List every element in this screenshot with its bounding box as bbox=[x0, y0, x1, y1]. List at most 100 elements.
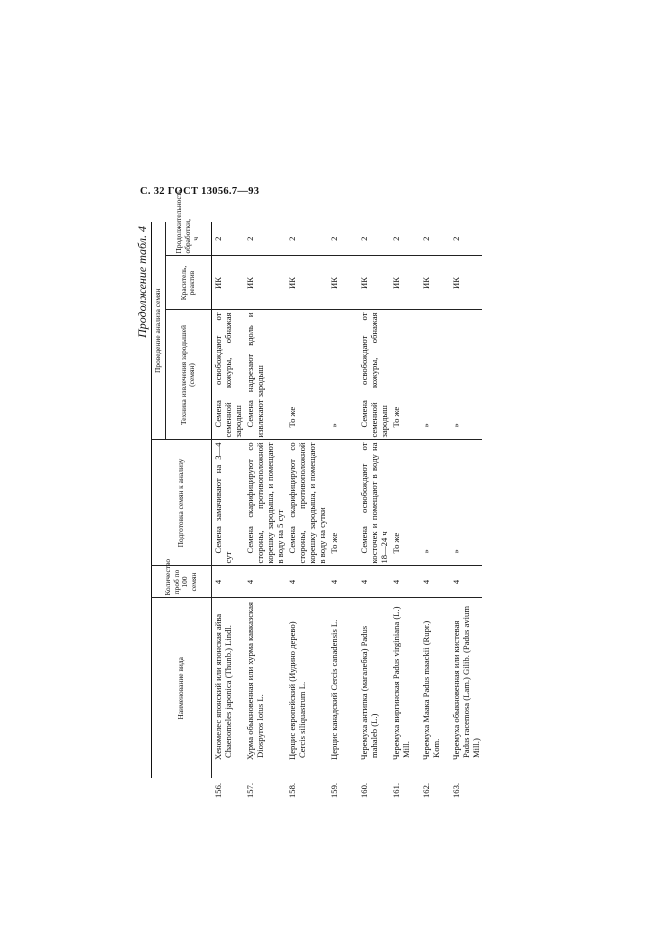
treatment-duration: 2 bbox=[286, 236, 297, 241]
extraction-technique: » bbox=[420, 423, 431, 428]
cell-dye: ИК bbox=[285, 256, 328, 310]
cell-count: 4 bbox=[419, 566, 450, 598]
cell-name: 160. Черемуха антипка (магалебка) Padus m… bbox=[357, 598, 390, 798]
cell-name: 159. Церцис канадский Cercis canadensis L… bbox=[327, 598, 358, 798]
page-header: С. 32 ГОСТ 13056.7—93 bbox=[140, 186, 260, 197]
header-tech: Техника извлечения зародышей (семян) bbox=[165, 310, 211, 440]
table-row: 158. Церцис европейский (Иудино дерево) C… bbox=[285, 221, 328, 798]
sample-count: 4 bbox=[358, 579, 369, 585]
table-row: 159. Церцис канадский Cercis canadensis L… bbox=[327, 221, 358, 798]
seed-preparation: Семена замачивают на 3—4 сут bbox=[212, 442, 233, 564]
seed-preparation: Семена скарифицируют со стороны, противо… bbox=[244, 442, 285, 564]
sample-count: 4 bbox=[328, 579, 339, 585]
cell-name: 161. Черемуха виргинская Padus virginiana… bbox=[389, 598, 420, 798]
sample-count: 4 bbox=[420, 579, 431, 585]
cell-tech: » bbox=[449, 310, 482, 440]
cell-duration: 2 bbox=[389, 221, 420, 256]
cell-name: 157. Хурма обыкновенная или хурма кавказс… bbox=[243, 598, 286, 798]
extraction-technique: » bbox=[328, 423, 339, 428]
extraction-technique: » bbox=[450, 423, 461, 428]
dye-reagent: ИК bbox=[450, 277, 461, 289]
treatment-duration: 2 bbox=[328, 236, 339, 241]
species-name: Черемуха виргинская Padus virginiana (L.… bbox=[390, 606, 411, 760]
species-name: Черемуха обыкновенная или кистевая Padus… bbox=[450, 605, 481, 760]
cell-tech: » bbox=[327, 310, 358, 440]
seed-preparation: То же bbox=[328, 532, 339, 554]
cell-prep: То же bbox=[327, 440, 358, 566]
header-duration: Продолжительность обработки, ч bbox=[165, 190, 211, 256]
cell-duration: 2 bbox=[243, 221, 286, 256]
table-row: 160. Черемуха антипка (магалебка) Padus m… bbox=[357, 221, 390, 798]
cell-duration: 2 bbox=[285, 221, 328, 256]
table-row: 156. Хеномелес японский или японская айва… bbox=[211, 221, 244, 798]
cell-dye: ИК bbox=[243, 256, 286, 310]
sample-count: 4 bbox=[450, 579, 461, 585]
cell-tech: То же bbox=[285, 310, 328, 440]
row-number: 157. bbox=[244, 782, 255, 798]
cell-tech: То же bbox=[389, 310, 420, 440]
row-number: 163. bbox=[450, 782, 461, 798]
cell-duration: 2 bbox=[449, 221, 482, 256]
species-name: Церцис канадский Cercis canadensis L. bbox=[328, 619, 339, 760]
cell-dye: ИК bbox=[327, 256, 358, 310]
cell-dye: ИК bbox=[449, 256, 482, 310]
treatment-duration: 2 bbox=[390, 236, 401, 241]
sample-count: 4 bbox=[212, 579, 223, 585]
row-number: 160. bbox=[358, 782, 369, 798]
cell-name: 163. Черемуха обыкновенная или кистевая P… bbox=[449, 598, 482, 798]
seed-preparation: » bbox=[420, 549, 431, 554]
cell-prep: Семена скарифицируют со стороны, противо… bbox=[285, 440, 328, 566]
treatment-duration: 2 bbox=[358, 236, 369, 241]
cell-duration: 2 bbox=[327, 221, 358, 256]
sample-count: 4 bbox=[286, 579, 297, 585]
table-row: 162. Черемуха Маака Padus maackii (Rupr.)… bbox=[419, 221, 450, 798]
extraction-technique: Семена освобождают от семенной кожуры, о… bbox=[358, 312, 389, 438]
header-prep: Подготовка семян к анализу bbox=[151, 440, 211, 566]
cell-dye: ИК bbox=[419, 256, 450, 310]
cell-prep: Семена замачивают на 3—4 сут bbox=[211, 440, 244, 566]
extraction-technique: То же bbox=[286, 406, 297, 428]
rotated-table-block: Продолжение табл. 4 Наименование вида Ко… bbox=[133, 190, 483, 798]
header-dye: Краситель, реактив bbox=[165, 256, 211, 310]
row-number: 156. bbox=[212, 782, 223, 798]
treatment-duration: 2 bbox=[450, 236, 461, 241]
row-number: 159. bbox=[328, 782, 339, 798]
cell-count: 4 bbox=[285, 566, 328, 598]
cell-prep: Семена скарифицируют со стороны, противо… bbox=[243, 440, 286, 566]
dye-reagent: ИК bbox=[390, 277, 401, 289]
cell-tech: Семена надрезают вдоль и извлекают зарод… bbox=[243, 310, 286, 440]
cell-prep: » bbox=[449, 440, 482, 566]
cell-dye: ИК bbox=[211, 256, 244, 310]
cell-duration: 2 bbox=[211, 221, 244, 256]
species-name: Черемуха антипка (магалебка) Padus mahal… bbox=[358, 625, 379, 760]
cell-count: 4 bbox=[357, 566, 390, 598]
cell-tech: » bbox=[419, 310, 450, 440]
cell-dye: ИК bbox=[389, 256, 420, 310]
cell-duration: 2 bbox=[357, 221, 390, 256]
sample-count: 4 bbox=[244, 579, 255, 585]
treatment-duration: 2 bbox=[212, 236, 223, 241]
seed-preparation: Семена освобождают от косточек и помещаю… bbox=[358, 442, 389, 564]
table-row: 161. Черемуха виргинская Padus virginiana… bbox=[389, 221, 420, 798]
cell-count: 4 bbox=[243, 566, 286, 598]
dye-reagent: ИК bbox=[420, 277, 431, 289]
extraction-technique: То же bbox=[390, 406, 401, 428]
cell-count: 4 bbox=[449, 566, 482, 598]
sample-count: 4 bbox=[390, 579, 401, 585]
dye-reagent: ИК bbox=[244, 277, 255, 289]
seed-preparation: Семена скарифицируют со стороны, противо… bbox=[286, 442, 327, 564]
species-name: Хеномелес японский или японская айва Cha… bbox=[212, 613, 233, 760]
seed-preparation: То же bbox=[390, 532, 401, 554]
species-name: Черемуха Маака Padus maackii (Rupr.) Kom… bbox=[420, 620, 441, 760]
dye-reagent: ИК bbox=[212, 277, 223, 289]
header-group: Проведение анализа семян bbox=[151, 221, 165, 440]
dye-reagent: ИК bbox=[328, 277, 339, 289]
cell-count: 4 bbox=[389, 566, 420, 598]
cell-prep: Семена освобождают от косточек и помещаю… bbox=[357, 440, 390, 566]
header-count: Количество проб по 100 семян bbox=[151, 559, 211, 598]
seed-analysis-table: Наименование вида Количество проб по 100… bbox=[151, 190, 482, 798]
row-number: 158. bbox=[286, 782, 297, 798]
header-name: Наименование вида bbox=[151, 598, 211, 778]
species-name: Хурма обыкновенная или хурма кавказская … bbox=[244, 602, 265, 760]
cell-dye: ИК bbox=[357, 256, 390, 310]
